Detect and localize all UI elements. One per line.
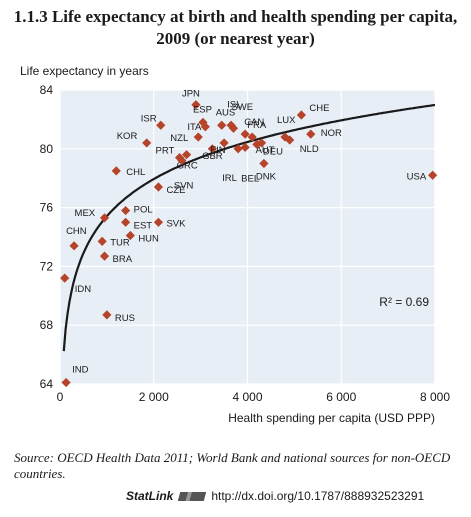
data-point [285,135,295,145]
point-label: IRL [222,173,237,184]
x-tick-label: 0 [57,390,64,404]
point-label: FRA [247,120,267,131]
data-point [69,241,79,251]
data-point [240,129,250,139]
point-label: HUN [138,234,159,245]
statlink-brand: StatLink [126,489,174,503]
data-point [207,144,217,154]
point-label: EST [134,220,153,231]
data-point [99,213,110,223]
data-point [193,132,203,142]
data-point [217,120,227,130]
r-squared-label: R² = 0.69 [379,295,429,309]
point-label: ESP [193,104,212,115]
data-point [61,377,71,388]
data-point [306,129,316,139]
statlink-logo-icon [178,492,207,502]
point-label: SVK [166,218,186,229]
point-label: PRT [156,146,175,157]
data-point [111,166,121,176]
data-point [247,132,257,142]
data-point [240,142,250,152]
data-point [102,310,112,320]
point-label: BRA [113,254,133,265]
y-axis-title: Life expectancy in years [20,64,149,78]
y-tick-label: 76 [40,201,54,215]
data-point [233,144,243,154]
data-point [60,273,70,283]
point-label: SWE [231,102,253,113]
data-point [181,150,192,160]
x-tick-label: 4 000 [232,390,262,404]
data-point [219,138,229,148]
x-tick-label: 6 000 [326,390,356,404]
y-tick-label: 84 [40,83,54,97]
y-tick-label: 64 [40,377,54,391]
point-label: CZE [166,185,185,196]
data-point [125,230,135,241]
data-point [156,120,166,130]
point-label: KOR [117,131,138,142]
point-label: DNK [256,172,277,183]
x-axis-title: Health spending per capita (USD PPP) [228,411,435,425]
data-point [200,122,210,132]
x-tick-label: 2 000 [139,390,169,404]
point-label: GBR [202,151,223,162]
statlink-url[interactable]: http://dx.doi.org/10.1787/888932523291 [211,489,425,503]
point-label: AUS [216,107,236,118]
data-point [153,182,164,192]
point-label: USA [407,171,427,182]
point-label: AUT [256,145,275,156]
point-label: ITA [187,122,202,133]
data-point [177,155,187,166]
data-point [121,217,131,227]
y-tick-label: 68 [40,318,54,332]
point-label: CHN [66,226,87,237]
point-label: MEX [75,208,96,219]
point-label: IND [72,365,89,376]
point-label: BEL [241,173,259,184]
chart-title: 1.1.3 Life expectancy at birth and healt… [13,7,458,48]
data-point [97,236,107,247]
point-label: TUR [110,237,130,248]
point-label: FIN [210,145,225,156]
data-point [428,170,438,180]
data-point [191,100,201,110]
trend-line [62,103,436,352]
point-label: SVN [174,181,194,192]
data-point [252,139,262,149]
data-point [228,123,239,133]
data-point [99,251,110,261]
point-label: ISR [141,113,157,124]
data-point [142,138,152,148]
point-label: ISL [227,99,241,110]
y-tick-label: 80 [40,142,54,156]
point-label: DEU [263,146,283,157]
x-tick-label: 8 000 [420,390,450,404]
point-label: CAN [244,117,264,128]
point-label: GRC [177,161,198,172]
y-tick-label: 72 [40,259,54,273]
point-label: NZL [170,133,188,144]
data-point [153,217,164,227]
point-label: POL [134,205,153,216]
data-point [259,158,269,169]
statlink-line: StatLink http://dx.doi.org/10.1787/888932… [126,489,424,503]
data-point [121,205,131,216]
point-label: IDN [75,284,92,295]
point-label: CHL [126,167,145,178]
point-label: RUS [115,313,135,324]
point-label: LUX [277,115,296,126]
data-point [296,110,307,120]
point-label: NLD [300,144,319,155]
point-label: NOR [321,128,342,139]
point-label: CHE [309,103,329,114]
source-note: Source: OECD Health Data 2011; World Ban… [14,450,451,481]
point-label: JPN [182,89,200,100]
